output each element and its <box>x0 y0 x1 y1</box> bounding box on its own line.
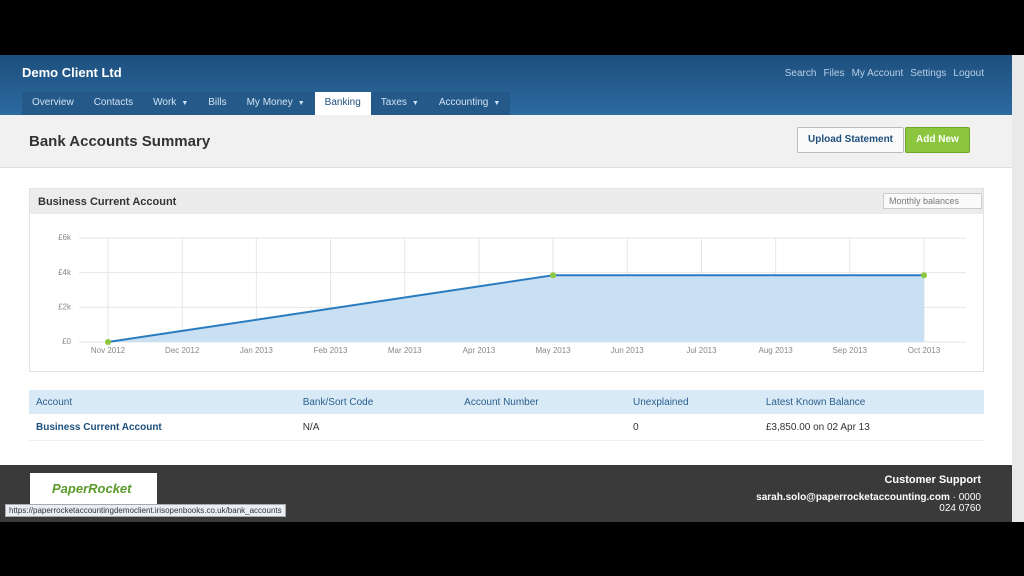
nav-tab[interactable]: Accounting ▼ <box>429 92 510 115</box>
support-contact: sarah.solo@paperrocketaccounting.com · 0… <box>756 492 981 514</box>
brand[interactable]: Demo Client Ltd <box>22 65 122 80</box>
accounts-table: Account Bank/Sort Code Account Number Unexp… <box>29 390 984 441</box>
top-link[interactable]: Settings <box>910 68 947 79</box>
cell: £3,850.00 on 02 Apr 13 <box>758 414 984 441</box>
nav: Overview Contacts Work ▼ Bills My Money ▼ Banki… <box>22 92 511 115</box>
caret: ▼ <box>493 100 501 107</box>
page-title: Bank Accounts Summary <box>29 133 211 150</box>
x-tick-label: Jul 2013 <box>686 346 717 355</box>
table-row: Business Current Account N/A 0 £3,850.00 on… <box>29 414 984 441</box>
main: Bank Accounts Summary Upload Statement A… <box>0 115 1012 465</box>
nav-label: Taxes <box>380 97 407 108</box>
nav-tab[interactable]: My Money ▼ <box>237 92 315 115</box>
y-tick-label: £0 <box>62 337 71 346</box>
status-url: https://paperrocketaccountingdemoclient.… <box>5 504 286 517</box>
x-tick-label: Feb 2013 <box>314 346 348 355</box>
top-link[interactable]: Logout <box>953 68 984 79</box>
line <box>107 274 924 343</box>
email[interactable]: sarah.solo@paperrocketaccounting.com <box>756 492 950 503</box>
column-header: Unexplained <box>626 390 759 414</box>
nav-label: Accounting <box>438 97 489 108</box>
account-select[interactable]: Business Current Account <box>38 196 177 208</box>
cell <box>457 414 626 441</box>
x-tick-label: Nov 2012 <box>91 346 126 355</box>
column-header: Latest Known Balance <box>758 390 984 414</box>
y-tick-label: £6k <box>58 233 72 242</box>
point <box>105 339 111 345</box>
nav-label: Contacts <box>93 97 134 108</box>
x-tick-label: May 2013 <box>536 346 572 355</box>
x-tick-label: Dec 2012 <box>165 346 200 355</box>
top-link[interactable]: Search <box>784 68 817 79</box>
x-tick-label: Sep 2013 <box>833 346 868 355</box>
chart: £0 £2k £4k £6k Nov 2012 Dec 2012 Jan 2013 Feb 2… <box>58 233 966 355</box>
point <box>550 272 557 279</box>
caret: ▼ <box>181 100 189 107</box>
phone: 0000 024 0760 <box>939 492 981 514</box>
x-tick-label: Jun 2013 <box>611 346 644 355</box>
x-tick-label: Jan 2013 <box>240 346 273 355</box>
period-select[interactable]: Monthly balances <box>883 193 983 209</box>
x-tick-label: Aug 2013 <box>759 346 794 355</box>
nav-label: Bills <box>208 97 227 108</box>
nav-tab[interactable]: Work ▼ <box>143 92 198 115</box>
caret: ▼ <box>297 100 305 107</box>
top-links: Search Files My Account Settings Logout <box>785 68 984 79</box>
x-tick-label: Mar 2013 <box>388 346 422 355</box>
nav-tab[interactable]: Bills <box>198 92 236 115</box>
nav-tab[interactable]: Banking <box>314 92 371 115</box>
top-link[interactable]: My Account <box>851 68 904 79</box>
x-tick-label: Apr 2013 <box>463 346 496 355</box>
support-heading: Customer Support <box>884 474 981 486</box>
add-button[interactable]: Add New <box>905 127 970 153</box>
nav-tab[interactable]: Contacts <box>84 92 143 115</box>
chart-panel: Business Current Account Monthly balance… <box>29 188 984 372</box>
column-header: Account <box>29 390 296 414</box>
point <box>921 272 927 279</box>
logo: PaperRocket <box>30 473 157 505</box>
nav-label: Banking <box>324 97 361 108</box>
panel-header: Business Current Account Monthly balance… <box>30 189 983 214</box>
header: Demo Client Ltd Search Files My Account Set… <box>0 55 1012 115</box>
scrollbar[interactable] <box>1012 55 1024 522</box>
top-link[interactable]: Files <box>823 68 845 79</box>
title-bar: Bank Accounts Summary Upload Statement A… <box>0 115 1012 168</box>
y-tick-label: £2k <box>58 302 72 311</box>
column-header: Account Number <box>457 390 626 414</box>
nav-label: Overview <box>32 97 74 108</box>
cell[interactable]: Business Current Account <box>29 414 296 441</box>
x-tick-label: Oct 2013 <box>908 346 941 355</box>
column-header: Bank/Sort Code <box>295 390 458 414</box>
caret: ▼ <box>411 100 419 107</box>
nav-label: Work <box>153 97 177 108</box>
nav-label: My Money <box>246 97 293 108</box>
upload-button[interactable]: Upload Statement <box>797 127 905 153</box>
area <box>108 275 924 342</box>
y-tick-label: £4k <box>58 268 72 277</box>
cell: 0 <box>626 414 759 441</box>
cell: N/A <box>295 414 458 441</box>
nav-tab[interactable]: Overview <box>22 92 84 115</box>
nav-tab[interactable]: Taxes ▼ <box>371 92 429 115</box>
